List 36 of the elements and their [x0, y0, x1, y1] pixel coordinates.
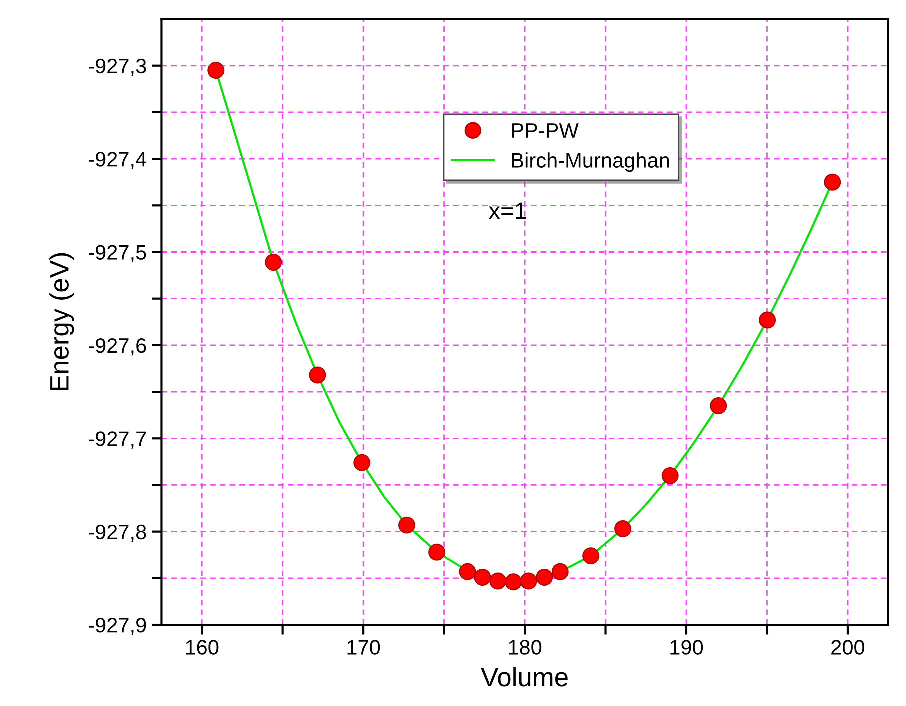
point	[536, 569, 554, 586]
x-tick-label: 200	[832, 640, 865, 655]
point	[309, 366, 326, 384]
point	[428, 544, 446, 561]
y-tick-label: -927,9	[88, 618, 146, 636]
point	[398, 516, 416, 534]
point	[208, 62, 225, 79]
point	[490, 572, 507, 590]
y-tick-label: -927,8	[88, 524, 146, 542]
y-tick-label: -927,3	[88, 58, 146, 76]
point	[474, 569, 492, 586]
point	[354, 454, 371, 472]
point	[824, 174, 842, 191]
y-tick-label: -927,4	[88, 152, 147, 170]
x-tick-label: 170	[348, 640, 380, 655]
point	[505, 574, 522, 591]
x-tick-label: 160	[186, 640, 219, 655]
point	[759, 312, 776, 329]
legend-label: PP-PW	[512, 124, 579, 138]
point	[614, 520, 632, 538]
annotation: x=1	[488, 202, 526, 220]
x-axis-title: Volume	[481, 667, 568, 687]
legend-label: Birch-Murnaghan	[512, 152, 670, 172]
point	[662, 467, 679, 484]
point	[552, 563, 569, 580]
point	[459, 563, 476, 580]
point	[520, 572, 538, 590]
x-tick-label: 190	[670, 640, 704, 655]
y-tick-label: -927,6	[88, 338, 146, 356]
point	[710, 398, 728, 414]
x-tick-label: 180	[509, 640, 542, 655]
point	[582, 548, 600, 565]
point	[265, 254, 282, 271]
y-tick-label: -927,5	[88, 245, 146, 262]
y-tick-label: -927,7	[88, 432, 146, 449]
y-axis-title: Energy (eV)	[50, 253, 74, 390]
